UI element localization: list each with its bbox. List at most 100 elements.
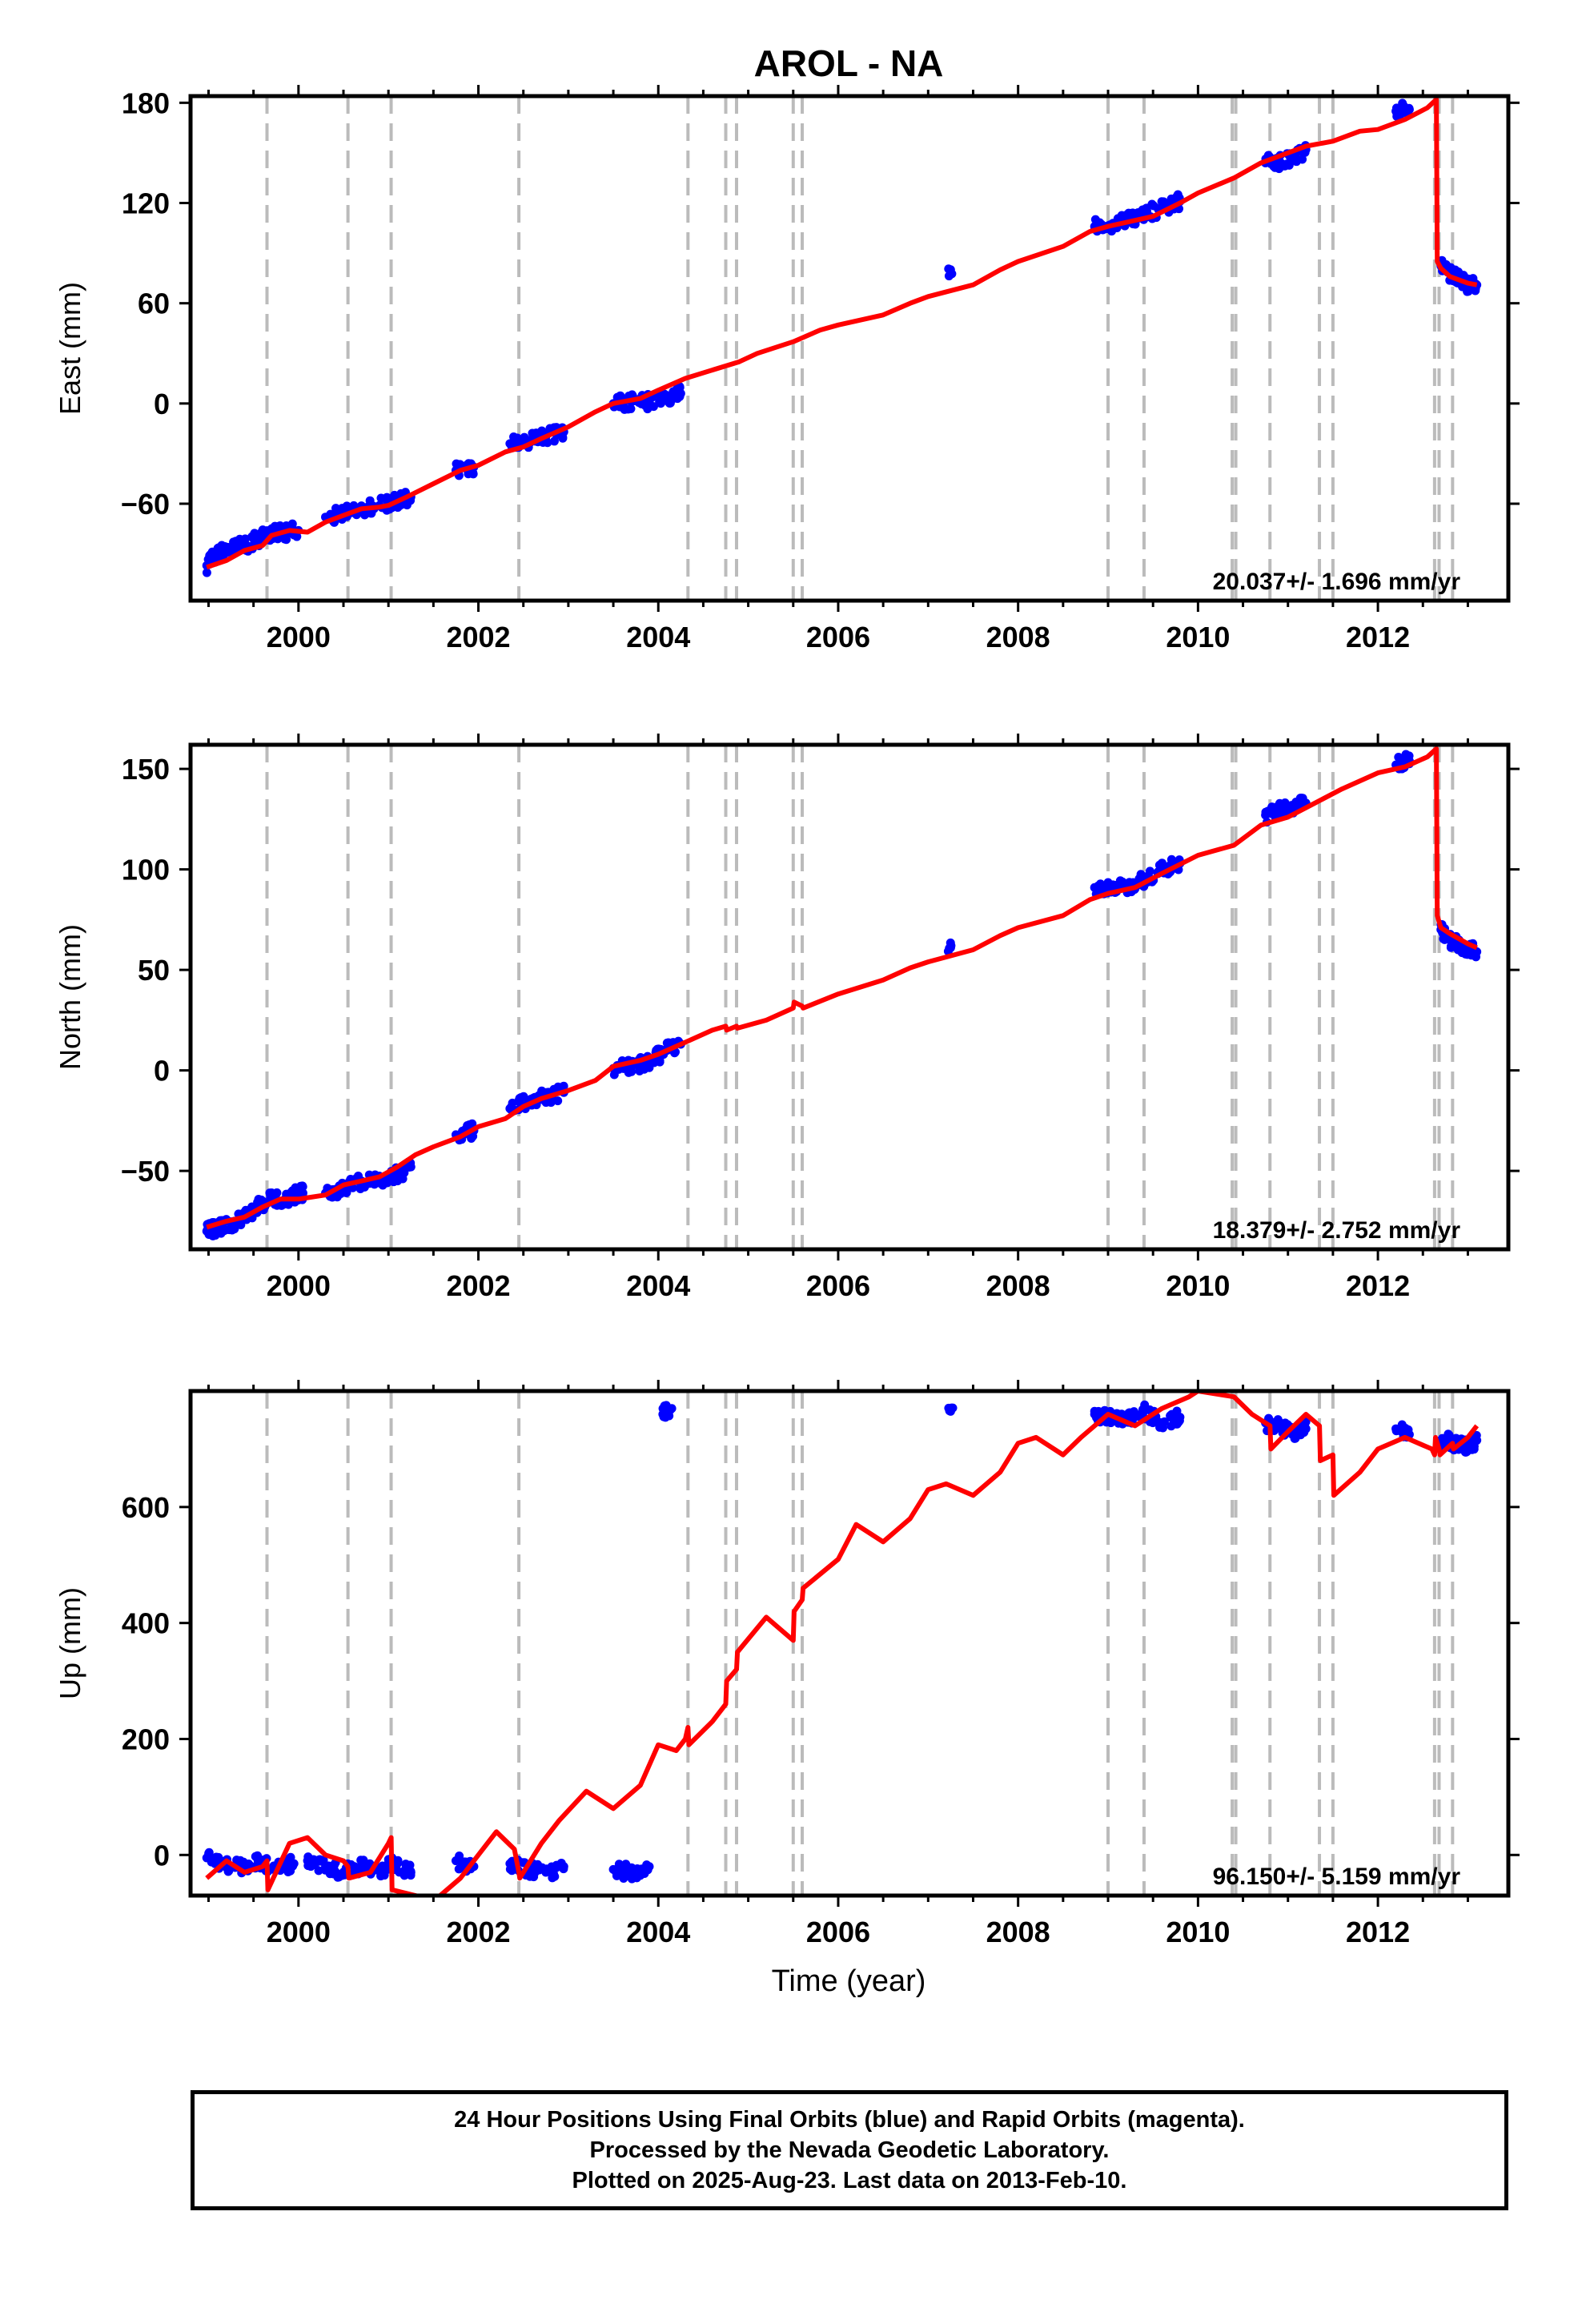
- data-point: [303, 1852, 313, 1862]
- data-point: [1263, 806, 1273, 816]
- data-point: [1125, 878, 1134, 887]
- y-tick-label: 50: [138, 954, 170, 987]
- data-point: [532, 428, 541, 438]
- data-point: [1472, 947, 1482, 957]
- model-line: [206, 746, 1478, 1230]
- data-point: [1128, 208, 1138, 218]
- data-point: [644, 1862, 654, 1872]
- data-point: [1401, 750, 1411, 759]
- data-point: [287, 519, 297, 529]
- data-point: [944, 1403, 954, 1413]
- panel-frame: [188, 1389, 1511, 1898]
- y-tick-label: 60: [138, 287, 170, 320]
- data-point: [306, 1862, 315, 1872]
- y-tick-label: 200: [122, 1723, 170, 1755]
- data-point: [655, 1055, 665, 1065]
- y-tick-label: 400: [122, 1607, 170, 1640]
- x-tick-label: 2010: [1166, 1916, 1230, 1948]
- data-point: [267, 1188, 276, 1197]
- panel-3: 2000 2002 2004 2006 2008 2010 2012 0 200 400 600 Up…: [54, 1380, 1520, 1948]
- x-tick-label: 2012: [1346, 1916, 1410, 1948]
- event-lines: [265, 745, 1455, 1249]
- data-point: [359, 1182, 369, 1192]
- data-point: [614, 1860, 624, 1869]
- final-orbit-points: [202, 1400, 1482, 1884]
- x-tick-label: 2000: [267, 1269, 331, 1302]
- chart-title: AROL - NA: [754, 42, 944, 84]
- rate-label: 20.037+/- 1.696 mm/yr: [1213, 569, 1461, 595]
- y-tick-label: 0: [154, 1055, 170, 1088]
- caption-line-1: 24 Hour Positions Using Final Orbits (bl…: [454, 2107, 1245, 2133]
- panel-frame: [188, 742, 1511, 1252]
- data-point: [463, 1121, 472, 1131]
- caption-line-3: Plotted on 2025-Aug-23. Last data on 201…: [572, 2168, 1127, 2193]
- x-tick-label: 2006: [806, 621, 870, 653]
- y-tick-label: 0: [154, 388, 170, 420]
- data-point: [1301, 1424, 1311, 1433]
- data-point: [648, 402, 658, 412]
- data-point: [1175, 1413, 1185, 1422]
- y-tick-label: 600: [122, 1491, 170, 1524]
- data-point: [1166, 1421, 1176, 1431]
- data-point: [342, 1188, 351, 1197]
- x-axis-title: Time (year): [772, 1964, 926, 1998]
- model-line: [205, 1391, 1480, 1896]
- data-point: [1290, 1433, 1299, 1443]
- x-tick-label: 2000: [267, 1916, 331, 1948]
- caption-box: 24 Hour Positions Using Final Orbits (bl…: [191, 2090, 1508, 2210]
- x-tick-label: 2002: [446, 621, 510, 653]
- data-point: [543, 438, 552, 448]
- caption-line-2: Processed by the Nevada Geodetic Laborat…: [589, 2137, 1110, 2163]
- data-point: [1472, 1436, 1482, 1445]
- data-point: [203, 1852, 213, 1861]
- data-point: [627, 1863, 636, 1872]
- data-point: [635, 1064, 644, 1074]
- x-tick-label: 2004: [626, 1269, 690, 1302]
- data-point: [1111, 881, 1121, 891]
- data-point: [406, 1868, 416, 1877]
- x-tick-label: 2008: [986, 1269, 1050, 1302]
- data-point: [227, 1225, 237, 1235]
- data-point: [627, 1067, 636, 1076]
- data-point: [1451, 266, 1460, 275]
- data-point: [531, 1867, 540, 1876]
- data-point: [314, 1866, 323, 1876]
- x-tick-label: 2000: [267, 621, 331, 653]
- data-point: [283, 1867, 293, 1876]
- x-tick-label: 2008: [986, 621, 1050, 653]
- event-lines: [265, 1391, 1455, 1896]
- data-point: [393, 1856, 403, 1865]
- data-point: [313, 1856, 323, 1865]
- data-point: [275, 521, 285, 531]
- data-point: [213, 544, 223, 553]
- data-point: [395, 1868, 404, 1877]
- rate-label: 18.379+/- 2.752 mm/yr: [1213, 1217, 1461, 1244]
- data-point: [406, 1162, 416, 1172]
- y-tick-label: −60: [121, 488, 170, 521]
- data-point: [455, 1852, 464, 1861]
- model-line: [206, 97, 1478, 570]
- data-point: [944, 264, 954, 274]
- data-point: [664, 1038, 673, 1047]
- y-axis-title: Up (mm): [54, 1587, 86, 1699]
- data-point: [1125, 1408, 1134, 1417]
- x-tick-label: 2010: [1166, 621, 1230, 653]
- data-point: [1280, 798, 1290, 807]
- x-tick-label: 2002: [446, 1269, 510, 1302]
- data-point: [1391, 108, 1401, 118]
- y-tick-label: 100: [122, 854, 170, 887]
- data-point: [359, 1856, 368, 1865]
- x-tick-label: 2006: [806, 1916, 870, 1948]
- data-point: [946, 941, 956, 951]
- data-point: [1278, 806, 1287, 816]
- data-point: [382, 493, 391, 502]
- data-point: [1103, 878, 1113, 887]
- data-point: [1288, 152, 1298, 162]
- data-point: [627, 1874, 636, 1884]
- x-tick-label: 2004: [626, 1916, 690, 1948]
- data-point: [626, 404, 636, 413]
- data-point: [611, 1868, 620, 1877]
- x-tick-label: 2004: [626, 621, 690, 653]
- data-point: [216, 552, 226, 561]
